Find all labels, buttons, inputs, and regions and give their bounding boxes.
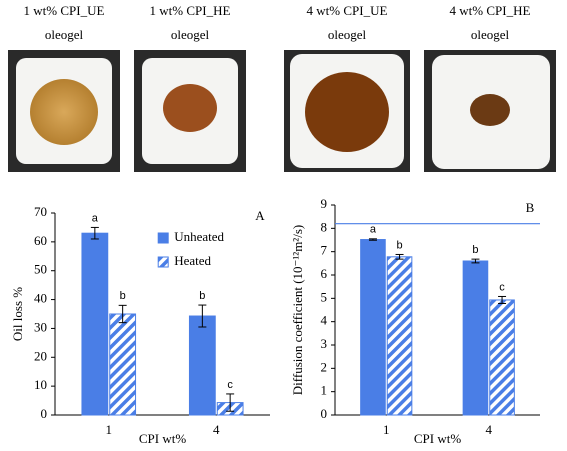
y-tick-label: 10 (34, 377, 47, 392)
photo-caption: 1 wt% CPI_HE (150, 3, 231, 18)
photo-caption: 4 wt% CPI_HE (450, 3, 531, 18)
significance-label: c (499, 281, 505, 293)
y-tick-label: 4 (321, 313, 328, 328)
x-axis-label: CPI wt% (414, 431, 461, 446)
y-tick-label: 6 (321, 266, 328, 281)
y-tick-label: 1 (321, 383, 328, 398)
significance-label: b (199, 290, 205, 302)
bar (360, 239, 386, 416)
panel-label: B (526, 200, 535, 215)
x-axis-label: CPI wt% (139, 431, 186, 446)
y-tick-label: 2 (321, 359, 328, 374)
photo-sample (305, 72, 389, 152)
photo-caption: oleogel (45, 27, 84, 42)
significance-label: b (396, 239, 402, 251)
significance-label: a (370, 224, 377, 236)
legend-swatch (157, 256, 169, 268)
photo-caption: 4 wt% CPI_UE (307, 3, 388, 18)
photos (8, 50, 556, 172)
bar (188, 315, 216, 416)
y-tick-label: 3 (321, 336, 328, 351)
y-tick-label: 30 (34, 319, 47, 334)
photo-caption: oleogel (171, 27, 210, 42)
significance-label: b (472, 244, 478, 256)
legend-label: Unheated (174, 229, 224, 244)
y-axis-label: Oil loss % (10, 287, 25, 341)
photo-sample (163, 84, 217, 132)
y-tick-label: 0 (321, 406, 328, 421)
y-tick-label: 5 (321, 289, 328, 304)
x-tick-label: 1 (383, 422, 390, 437)
legend-swatch (157, 232, 169, 244)
y-tick-label: 9 (321, 196, 328, 211)
x-tick-label: 4 (486, 422, 493, 437)
y-axis-label: Diffusion coefficient (10⁻¹²m²/s) (290, 225, 305, 395)
x-tick-label: 4 (213, 422, 220, 437)
y-tick-label: 0 (41, 406, 48, 421)
bar (386, 256, 413, 416)
y-tick-label: 50 (34, 262, 47, 277)
bar (109, 313, 137, 416)
photo-sample (30, 79, 98, 145)
y-tick-label: 40 (34, 291, 47, 306)
x-tick-label: 1 (106, 422, 113, 437)
y-tick-label: 8 (321, 219, 328, 234)
bar (81, 232, 109, 416)
significance-label: b (120, 290, 126, 302)
y-tick-label: 20 (34, 348, 47, 363)
photo-caption: oleogel (471, 27, 510, 42)
bar (462, 260, 489, 416)
y-tick-label: 70 (34, 204, 47, 219)
photo-sample (470, 94, 510, 126)
y-tick-label: 60 (34, 233, 47, 248)
panel-label: A (255, 208, 265, 223)
photo-caption: 1 wt% CPI_UE (24, 3, 105, 18)
bar (489, 299, 515, 416)
significance-label: c (227, 379, 233, 391)
y-tick-label: 7 (321, 243, 328, 258)
photo-caption: oleogel (328, 27, 367, 42)
significance-label: a (92, 212, 99, 224)
legend-label: Heated (174, 253, 211, 268)
